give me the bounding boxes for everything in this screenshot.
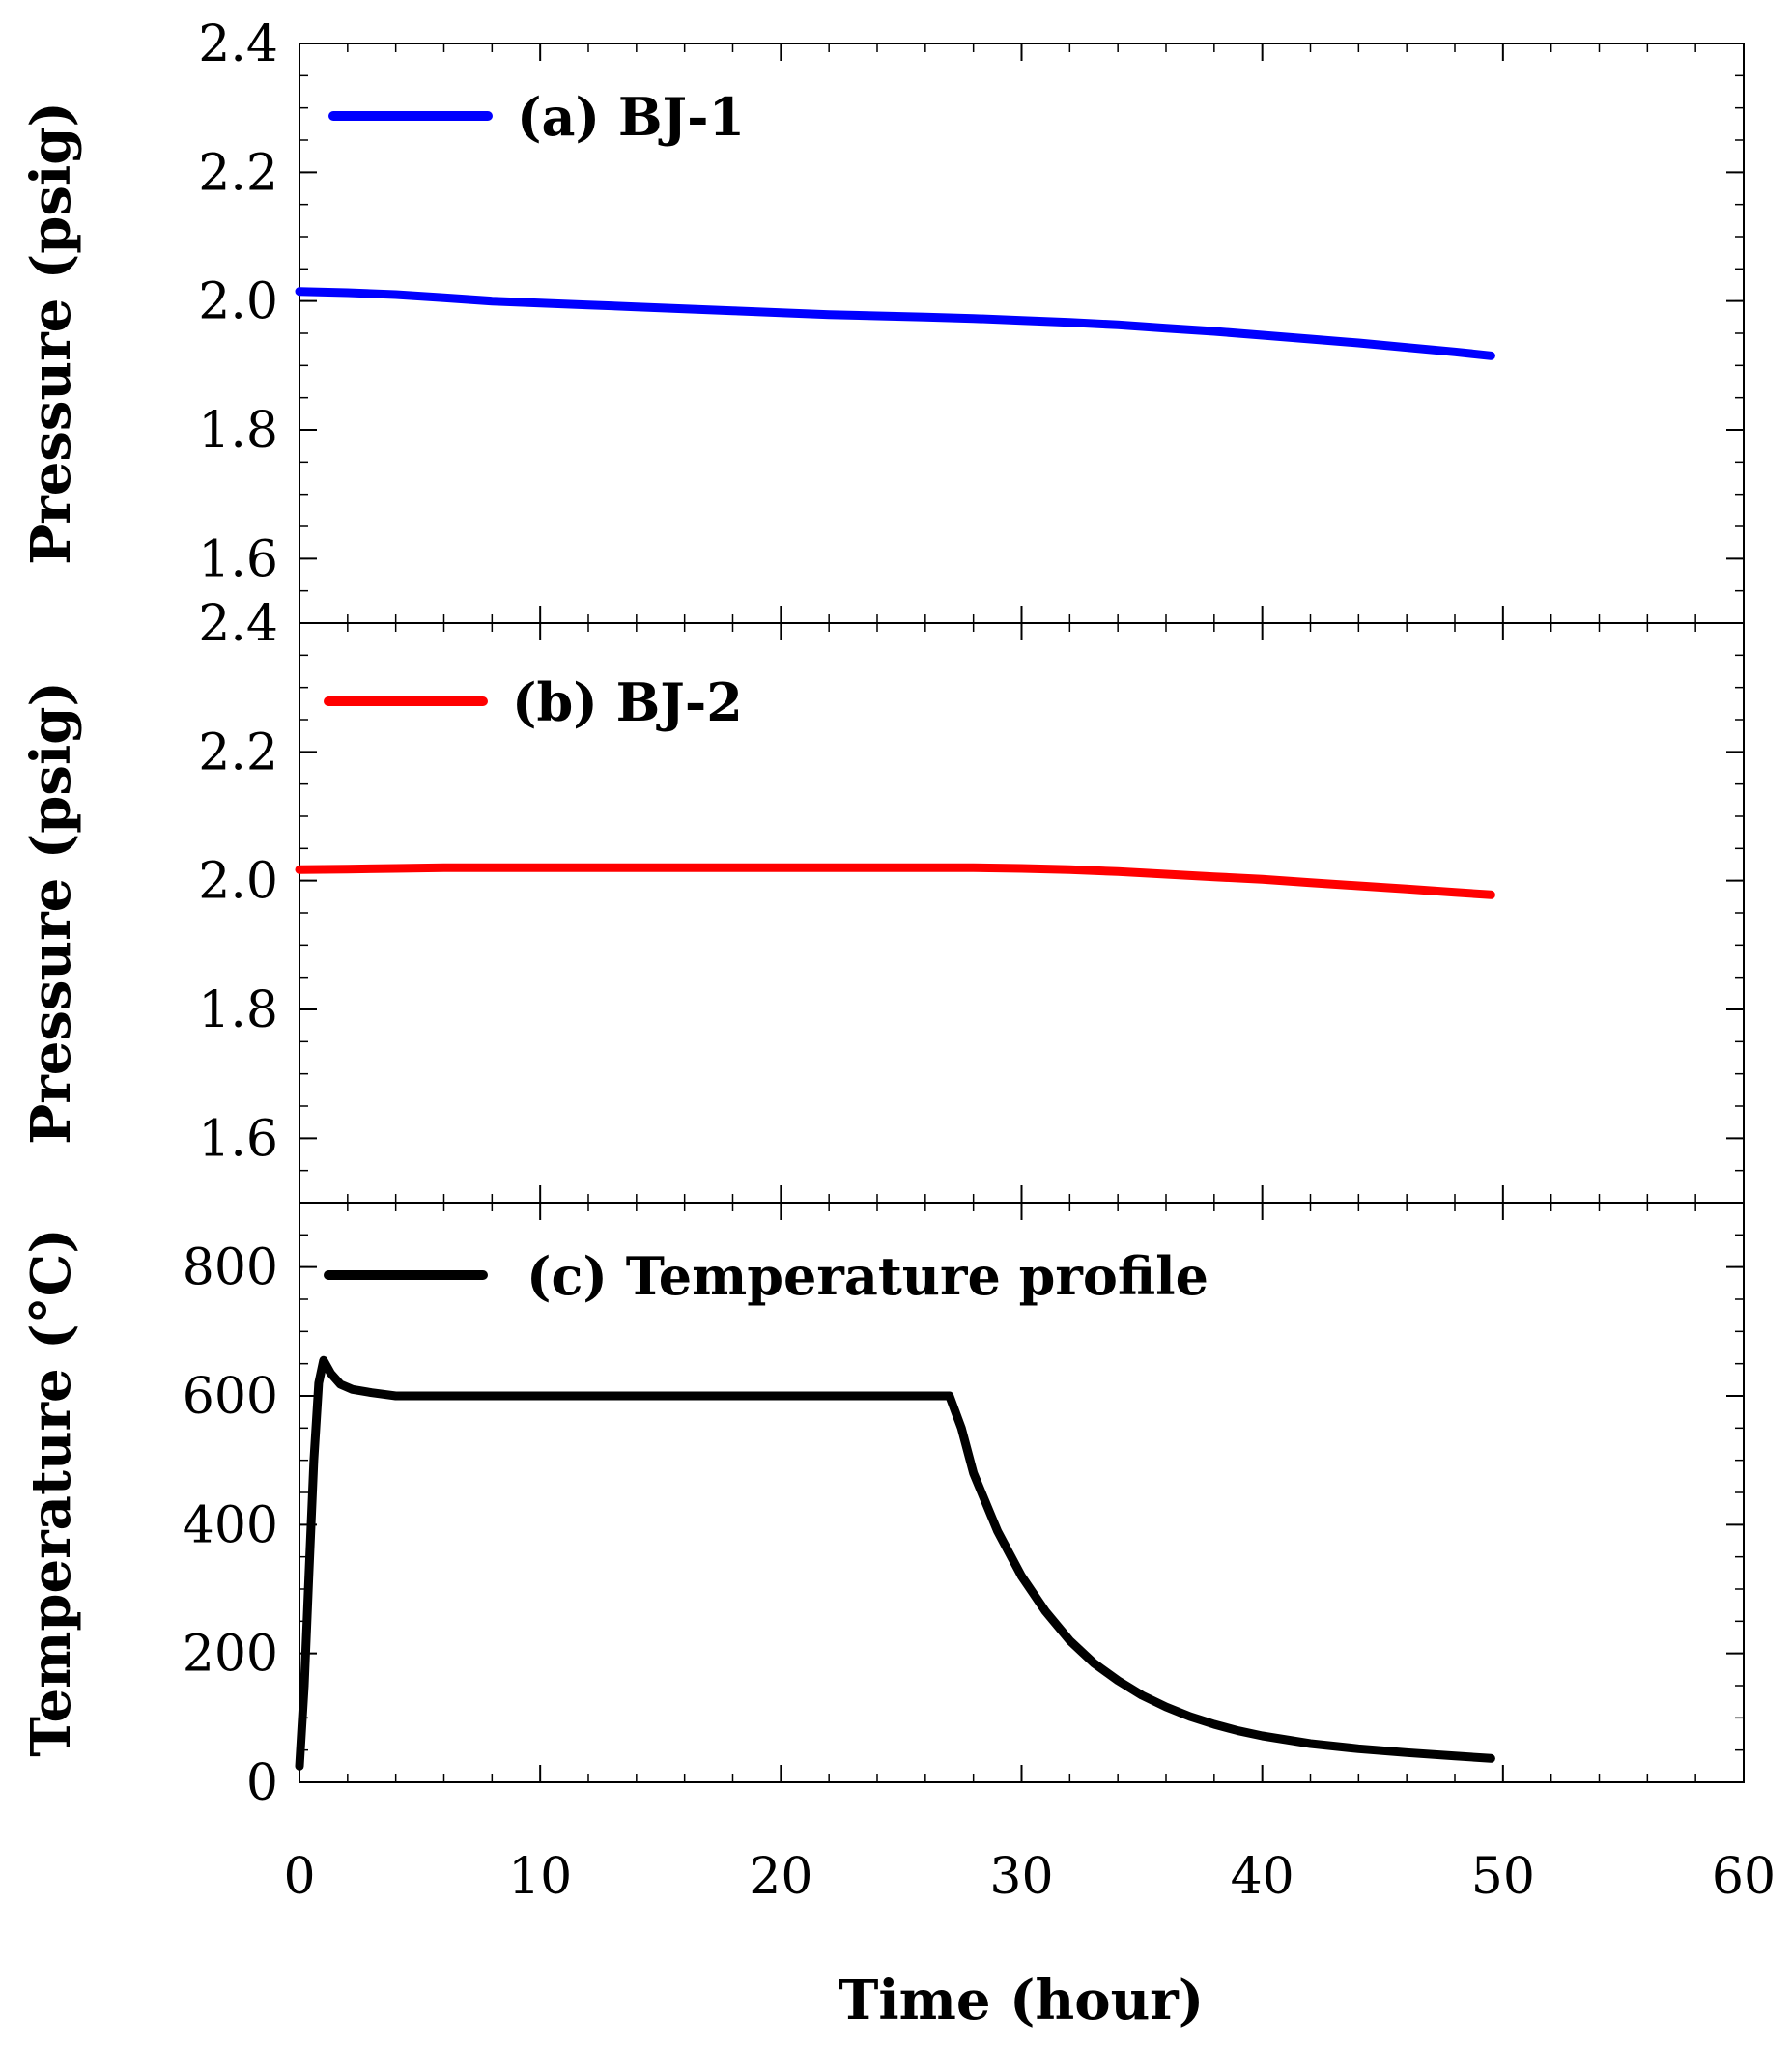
legend-a-label: (a) BJ-1 (517, 86, 745, 148)
y-tick-label-c: 0 (246, 1754, 278, 1812)
series-line-c (295, 1355, 1495, 1771)
panel-a-ylabel: Pressure (psig) (19, 101, 83, 565)
y-tick-label-c: 400 (183, 1496, 278, 1554)
x-tick-label: 60 (1712, 1848, 1776, 1906)
y-tick-label-c: 800 (183, 1239, 278, 1297)
legend-b-label: (b) BJ-2 (512, 671, 743, 733)
y-tick-label-c: 600 (183, 1368, 278, 1426)
y-tick-label-a: 2.2 (198, 144, 278, 202)
y-tick-label-a: 1.6 (198, 530, 278, 588)
x-tick-label: 40 (1231, 1848, 1294, 1906)
y-tick-label-a: 2.4 (198, 15, 278, 73)
y-tick-label-a: 2.0 (198, 273, 278, 331)
x-tick-label: 10 (508, 1848, 572, 1906)
y-tick-label-b: 1.8 (198, 981, 278, 1039)
y-tick-label-b: 2.2 (198, 724, 278, 781)
y-tick-label-b: 1.6 (198, 1110, 278, 1168)
y-tick-label-b: 2.4 (198, 595, 278, 653)
tick-marks (299, 43, 1745, 1783)
x-tick-label: 30 (989, 1848, 1053, 1906)
x-tick-label: 0 (283, 1848, 315, 1906)
panel-b-ylabel: Pressure (psig) (19, 681, 83, 1145)
series-layer (295, 287, 1495, 1771)
y-tick-label-a: 1.8 (198, 402, 278, 460)
x-tick-label: 50 (1471, 1848, 1535, 1906)
x-tick-label: 20 (749, 1848, 812, 1906)
legend-c-label: (c) Temperature profile (526, 1245, 1209, 1307)
y-tick-label-c: 200 (183, 1626, 278, 1684)
panel-c-ylabel: Temperature (°C) (19, 1228, 83, 1756)
y-tick-label-b: 2.0 (198, 853, 278, 911)
x-axis-title: Time (hour) (839, 1969, 1205, 2032)
tick-labels: 1.61.82.02.22.41.61.82.02.22.40200400600… (183, 15, 1776, 1906)
series-line-b (295, 863, 1495, 899)
series-line-a (295, 287, 1495, 360)
